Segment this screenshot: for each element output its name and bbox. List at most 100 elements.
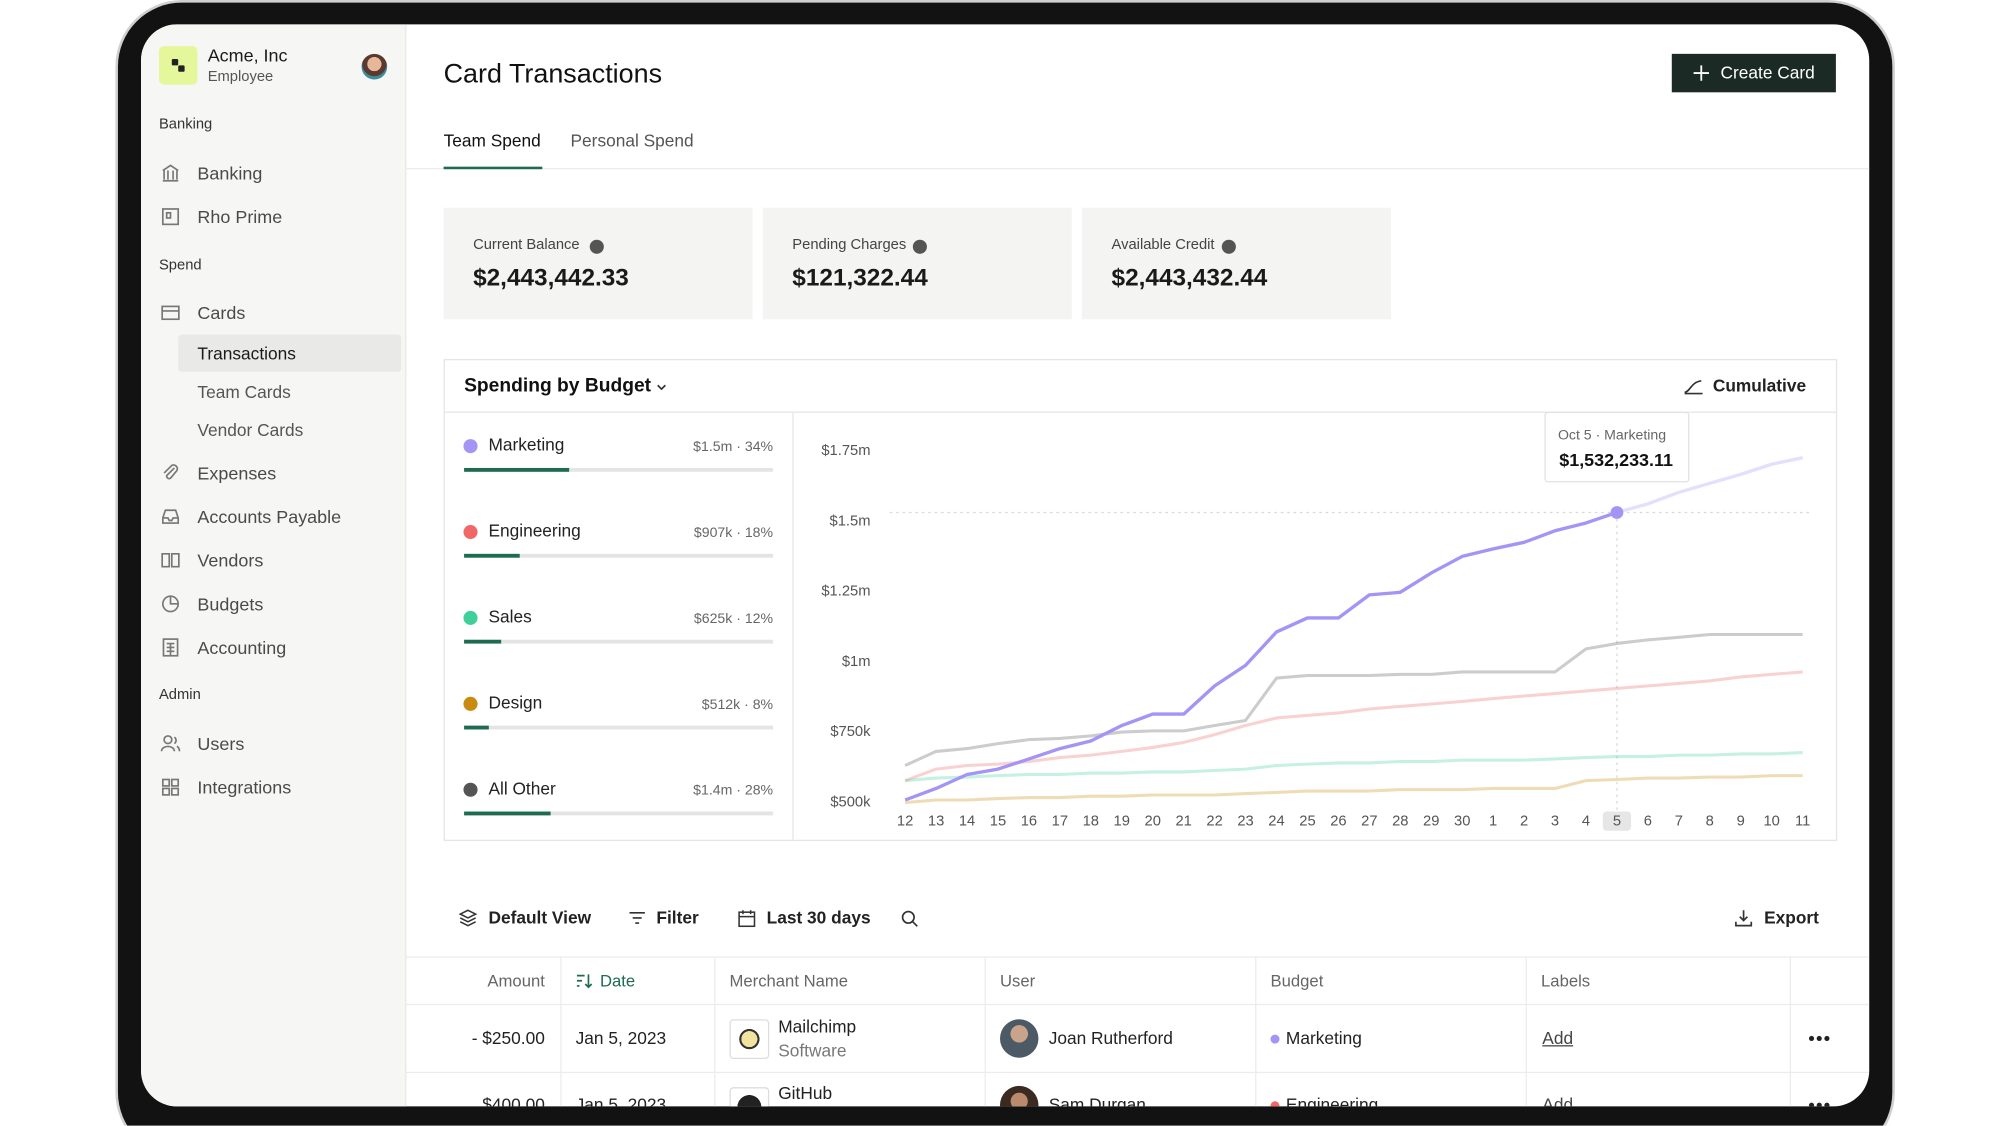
merchant-logo xyxy=(729,1019,770,1059)
series-line xyxy=(905,774,1803,805)
nav-item[interactable]: Rho Prime xyxy=(197,206,283,227)
column-header[interactable]: Amount xyxy=(487,971,545,991)
x-tick-label: 7 xyxy=(1675,814,1683,830)
column-header[interactable]: Budget xyxy=(1270,971,1324,991)
mode-toggle[interactable]: Cumulative xyxy=(1712,375,1807,396)
legend-summary: $512k · 8% xyxy=(702,696,774,712)
series-line xyxy=(904,632,1803,767)
info-icon xyxy=(589,239,604,254)
date-range[interactable]: Last 30 days xyxy=(766,908,871,928)
icon xyxy=(163,464,179,480)
info-icon xyxy=(1221,239,1236,254)
row-border xyxy=(405,1003,1870,1006)
user-name: Joan Rutherford xyxy=(1048,1028,1173,1048)
share-bar xyxy=(464,725,489,730)
row-menu[interactable] xyxy=(1808,1101,1831,1107)
x-tick-label: 13 xyxy=(928,814,944,830)
icon xyxy=(161,208,180,226)
nav-subitem-active[interactable]: Transactions xyxy=(197,343,296,364)
legend-name: Design xyxy=(488,692,542,712)
nav-subitem[interactable]: Vendor Cards xyxy=(197,420,304,441)
nav-item[interactable]: Cards xyxy=(197,302,246,324)
x-tick-label: 18 xyxy=(1083,814,1099,830)
nav-item[interactable]: Users xyxy=(197,733,245,754)
legend-name: Marketing xyxy=(488,435,564,455)
layers-icon xyxy=(458,909,478,927)
column-header-sorted[interactable]: Date xyxy=(599,971,636,991)
tab-underline xyxy=(443,166,543,170)
col-divider xyxy=(560,956,562,1107)
avatar[interactable] xyxy=(361,53,388,80)
series-line xyxy=(905,751,1803,783)
create-card-button[interactable]: Create Card xyxy=(1671,53,1836,93)
x-tick-label: 23 xyxy=(1237,814,1253,830)
share-track xyxy=(464,467,774,472)
col-divider xyxy=(714,956,716,1107)
nav-item[interactable]: Banking xyxy=(197,162,263,184)
tooltip-value: $1,532,233.11 xyxy=(1559,450,1673,470)
legend-dot xyxy=(463,524,478,540)
row-border xyxy=(405,1071,1870,1074)
user-avatar xyxy=(999,1019,1039,1058)
col-divider xyxy=(984,956,986,1107)
info-icon xyxy=(912,239,927,254)
icon xyxy=(162,164,179,182)
legend-dot xyxy=(463,610,478,625)
tooltip xyxy=(1544,411,1690,483)
nav-item[interactable]: Expenses xyxy=(197,462,277,484)
merchant-name: Mailchimp xyxy=(778,1016,857,1037)
sort-icon xyxy=(576,974,593,989)
column-header[interactable]: User xyxy=(999,971,1036,991)
export-button[interactable]: Export xyxy=(1764,908,1819,928)
merchant-category: Software xyxy=(778,1041,847,1061)
legend-dot xyxy=(463,696,478,711)
nav-item[interactable]: Integrations xyxy=(197,776,292,798)
nav-item[interactable]: Accounts Payable xyxy=(197,506,342,527)
x-tick-label: 5 xyxy=(1613,814,1621,830)
tab[interactable]: Personal Spend xyxy=(570,131,694,151)
filter-button[interactable]: Filter xyxy=(656,908,699,928)
tooltip-title: Oct 5 · Marketing xyxy=(1558,426,1666,442)
nav-subitem[interactable]: Team Cards xyxy=(197,382,291,402)
row-menu[interactable] xyxy=(1808,1035,1831,1043)
x-tick-label: 25 xyxy=(1299,814,1315,830)
share-track xyxy=(464,639,774,644)
share-track xyxy=(464,725,774,730)
x-tick-label: 8 xyxy=(1706,814,1714,830)
x-tick-label: 28 xyxy=(1392,814,1408,830)
nav-item[interactable]: Budgets xyxy=(197,593,264,615)
x-tick-label: 12 xyxy=(897,814,913,830)
share-bar xyxy=(464,553,520,558)
merchant-logo xyxy=(729,1087,770,1107)
x-tick-label: 30 xyxy=(1454,814,1470,830)
column-header[interactable]: Labels xyxy=(1541,971,1591,991)
org-name: Acme, Inc xyxy=(207,44,288,66)
column-header[interactable]: Merchant Name xyxy=(729,971,849,991)
user-name: Sam Durgan xyxy=(1048,1095,1146,1107)
y-tick-label: $1m xyxy=(842,654,871,670)
legend-summary: $907k · 18% xyxy=(694,524,774,540)
page-title: Card Transactions xyxy=(443,59,663,90)
stat-label: Available Credit xyxy=(1111,237,1215,253)
x-tick-label: 14 xyxy=(959,814,975,830)
calendar-icon xyxy=(738,910,756,928)
y-tick-label: $750k xyxy=(830,724,871,740)
x-tick-label: 4 xyxy=(1582,814,1590,830)
stat-label: Current Balance xyxy=(473,237,580,253)
add-label[interactable]: Add xyxy=(1542,1028,1574,1048)
x-tick-label: 15 xyxy=(990,814,1006,830)
amount: $400.00 xyxy=(482,1095,545,1107)
y-tick-label: $1.75m xyxy=(821,443,870,459)
nav-item[interactable]: Vendors xyxy=(197,549,264,571)
add-label[interactable]: Add xyxy=(1542,1095,1574,1107)
org-role: Employee xyxy=(207,69,274,85)
tab-divider xyxy=(405,167,1870,170)
nav-item[interactable]: Accounting xyxy=(197,637,287,658)
x-tick-label: 22 xyxy=(1206,814,1222,830)
chart-title[interactable]: Spending by Budget xyxy=(464,374,652,397)
search-icon[interactable] xyxy=(900,909,919,928)
chevron xyxy=(657,384,666,391)
legend-summary: $1.4m · 28% xyxy=(693,782,773,798)
tab-active[interactable]: Team Spend xyxy=(443,131,541,151)
view-select[interactable]: Default View xyxy=(488,908,592,928)
